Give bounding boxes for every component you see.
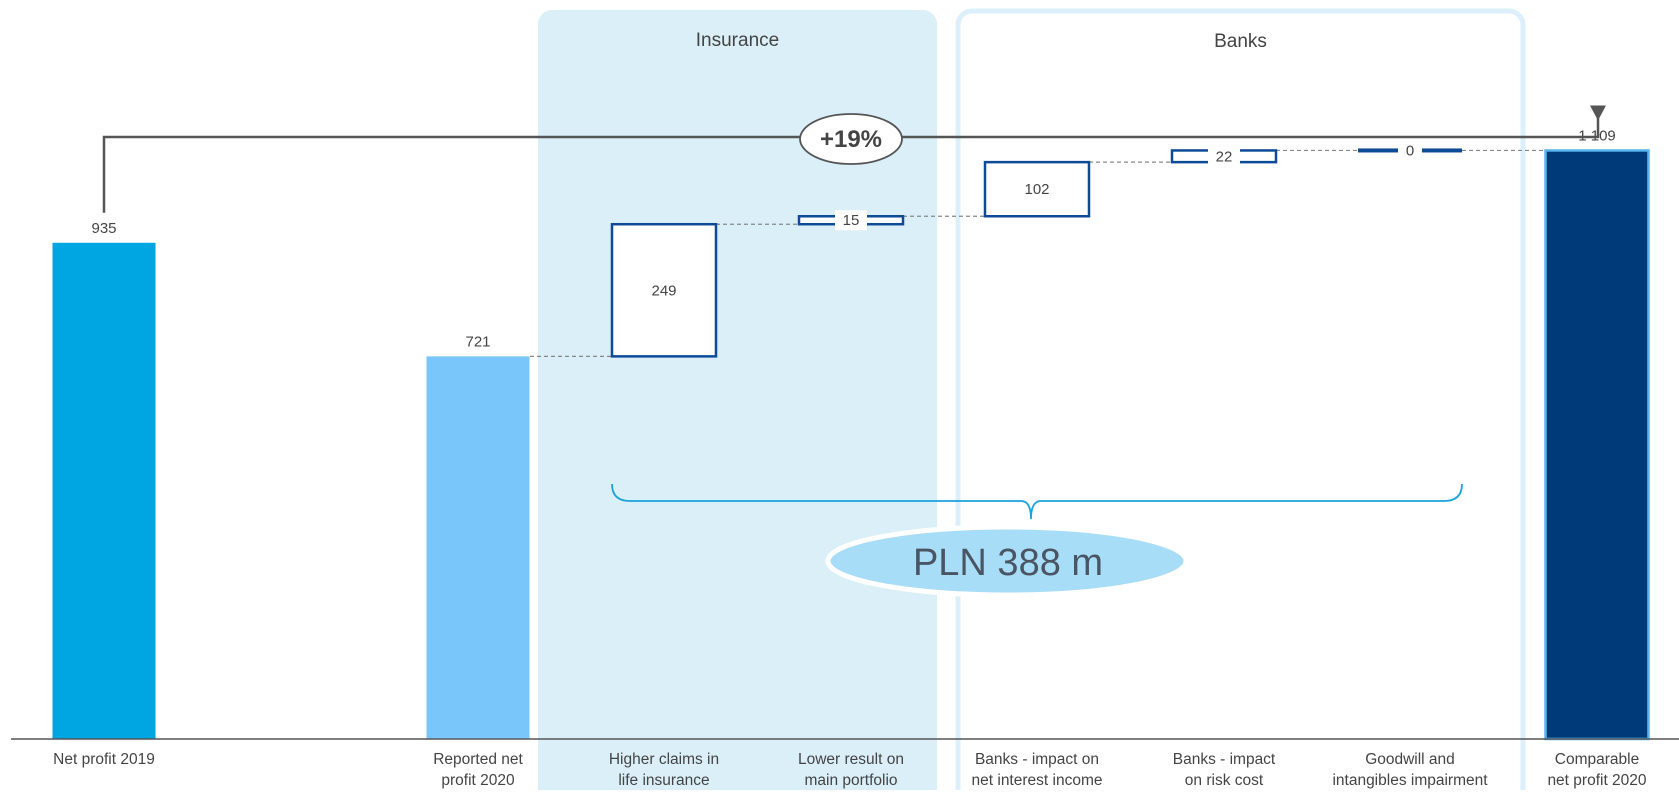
- delta-value-label: 15: [843, 212, 860, 229]
- bar-value-label: 935: [91, 220, 116, 237]
- category-label-4: Lower result on: [798, 751, 904, 768]
- category-label-6: Banks - impact: [1173, 751, 1276, 768]
- delta-value-label: 249: [651, 282, 676, 299]
- category-label-3: life insurance: [618, 772, 709, 789]
- delta-value-label: 0: [1406, 142, 1414, 159]
- category-label-3: Higher claims in: [609, 751, 719, 768]
- change-badge-label: +19%: [820, 126, 882, 153]
- delta-box-3: [610, 222, 718, 358]
- category-label-7: Goodwill and: [1365, 751, 1455, 768]
- delta-value-label: 22: [1216, 148, 1233, 165]
- banks-group-panel: [955, 8, 1526, 795]
- category-label-7: intangibles impairment: [1332, 772, 1488, 789]
- change-arrow-head: [1590, 105, 1606, 121]
- category-label-6: on risk cost: [1185, 772, 1264, 789]
- change-badge: [799, 113, 903, 165]
- bar-8: [1544, 149, 1650, 741]
- delta-box-5: [983, 160, 1091, 218]
- category-label-8: Comparable: [1555, 751, 1639, 768]
- insurance-group-panel: [538, 10, 937, 795]
- total-impact-pill: [825, 524, 1189, 598]
- delta-label-bg: [835, 210, 867, 231]
- insurance-group-label: Insurance: [696, 30, 779, 51]
- delta-value-label: 102: [1024, 181, 1049, 198]
- category-label-1: Net profit 2019: [53, 751, 155, 768]
- category-label-5: net interest income: [972, 772, 1103, 789]
- brace-line: [611, 483, 1463, 520]
- bar-value-label: 721: [465, 333, 490, 350]
- bar-1: [52, 242, 156, 739]
- category-label-5: Banks - impact on: [975, 751, 1099, 768]
- banks-group-label: Banks: [1214, 31, 1267, 52]
- total-impact-label: PLN 388 m: [913, 542, 1103, 584]
- delta-label-bg: [1208, 146, 1240, 167]
- bar-2: [426, 356, 530, 739]
- category-label-8: net profit 2020: [1547, 772, 1646, 789]
- delta-label-bg: [1398, 140, 1422, 161]
- category-label-2: profit 2020: [441, 772, 515, 789]
- category-label-2: Reported net: [433, 751, 523, 768]
- category-label-4: main portfolio: [804, 772, 897, 789]
